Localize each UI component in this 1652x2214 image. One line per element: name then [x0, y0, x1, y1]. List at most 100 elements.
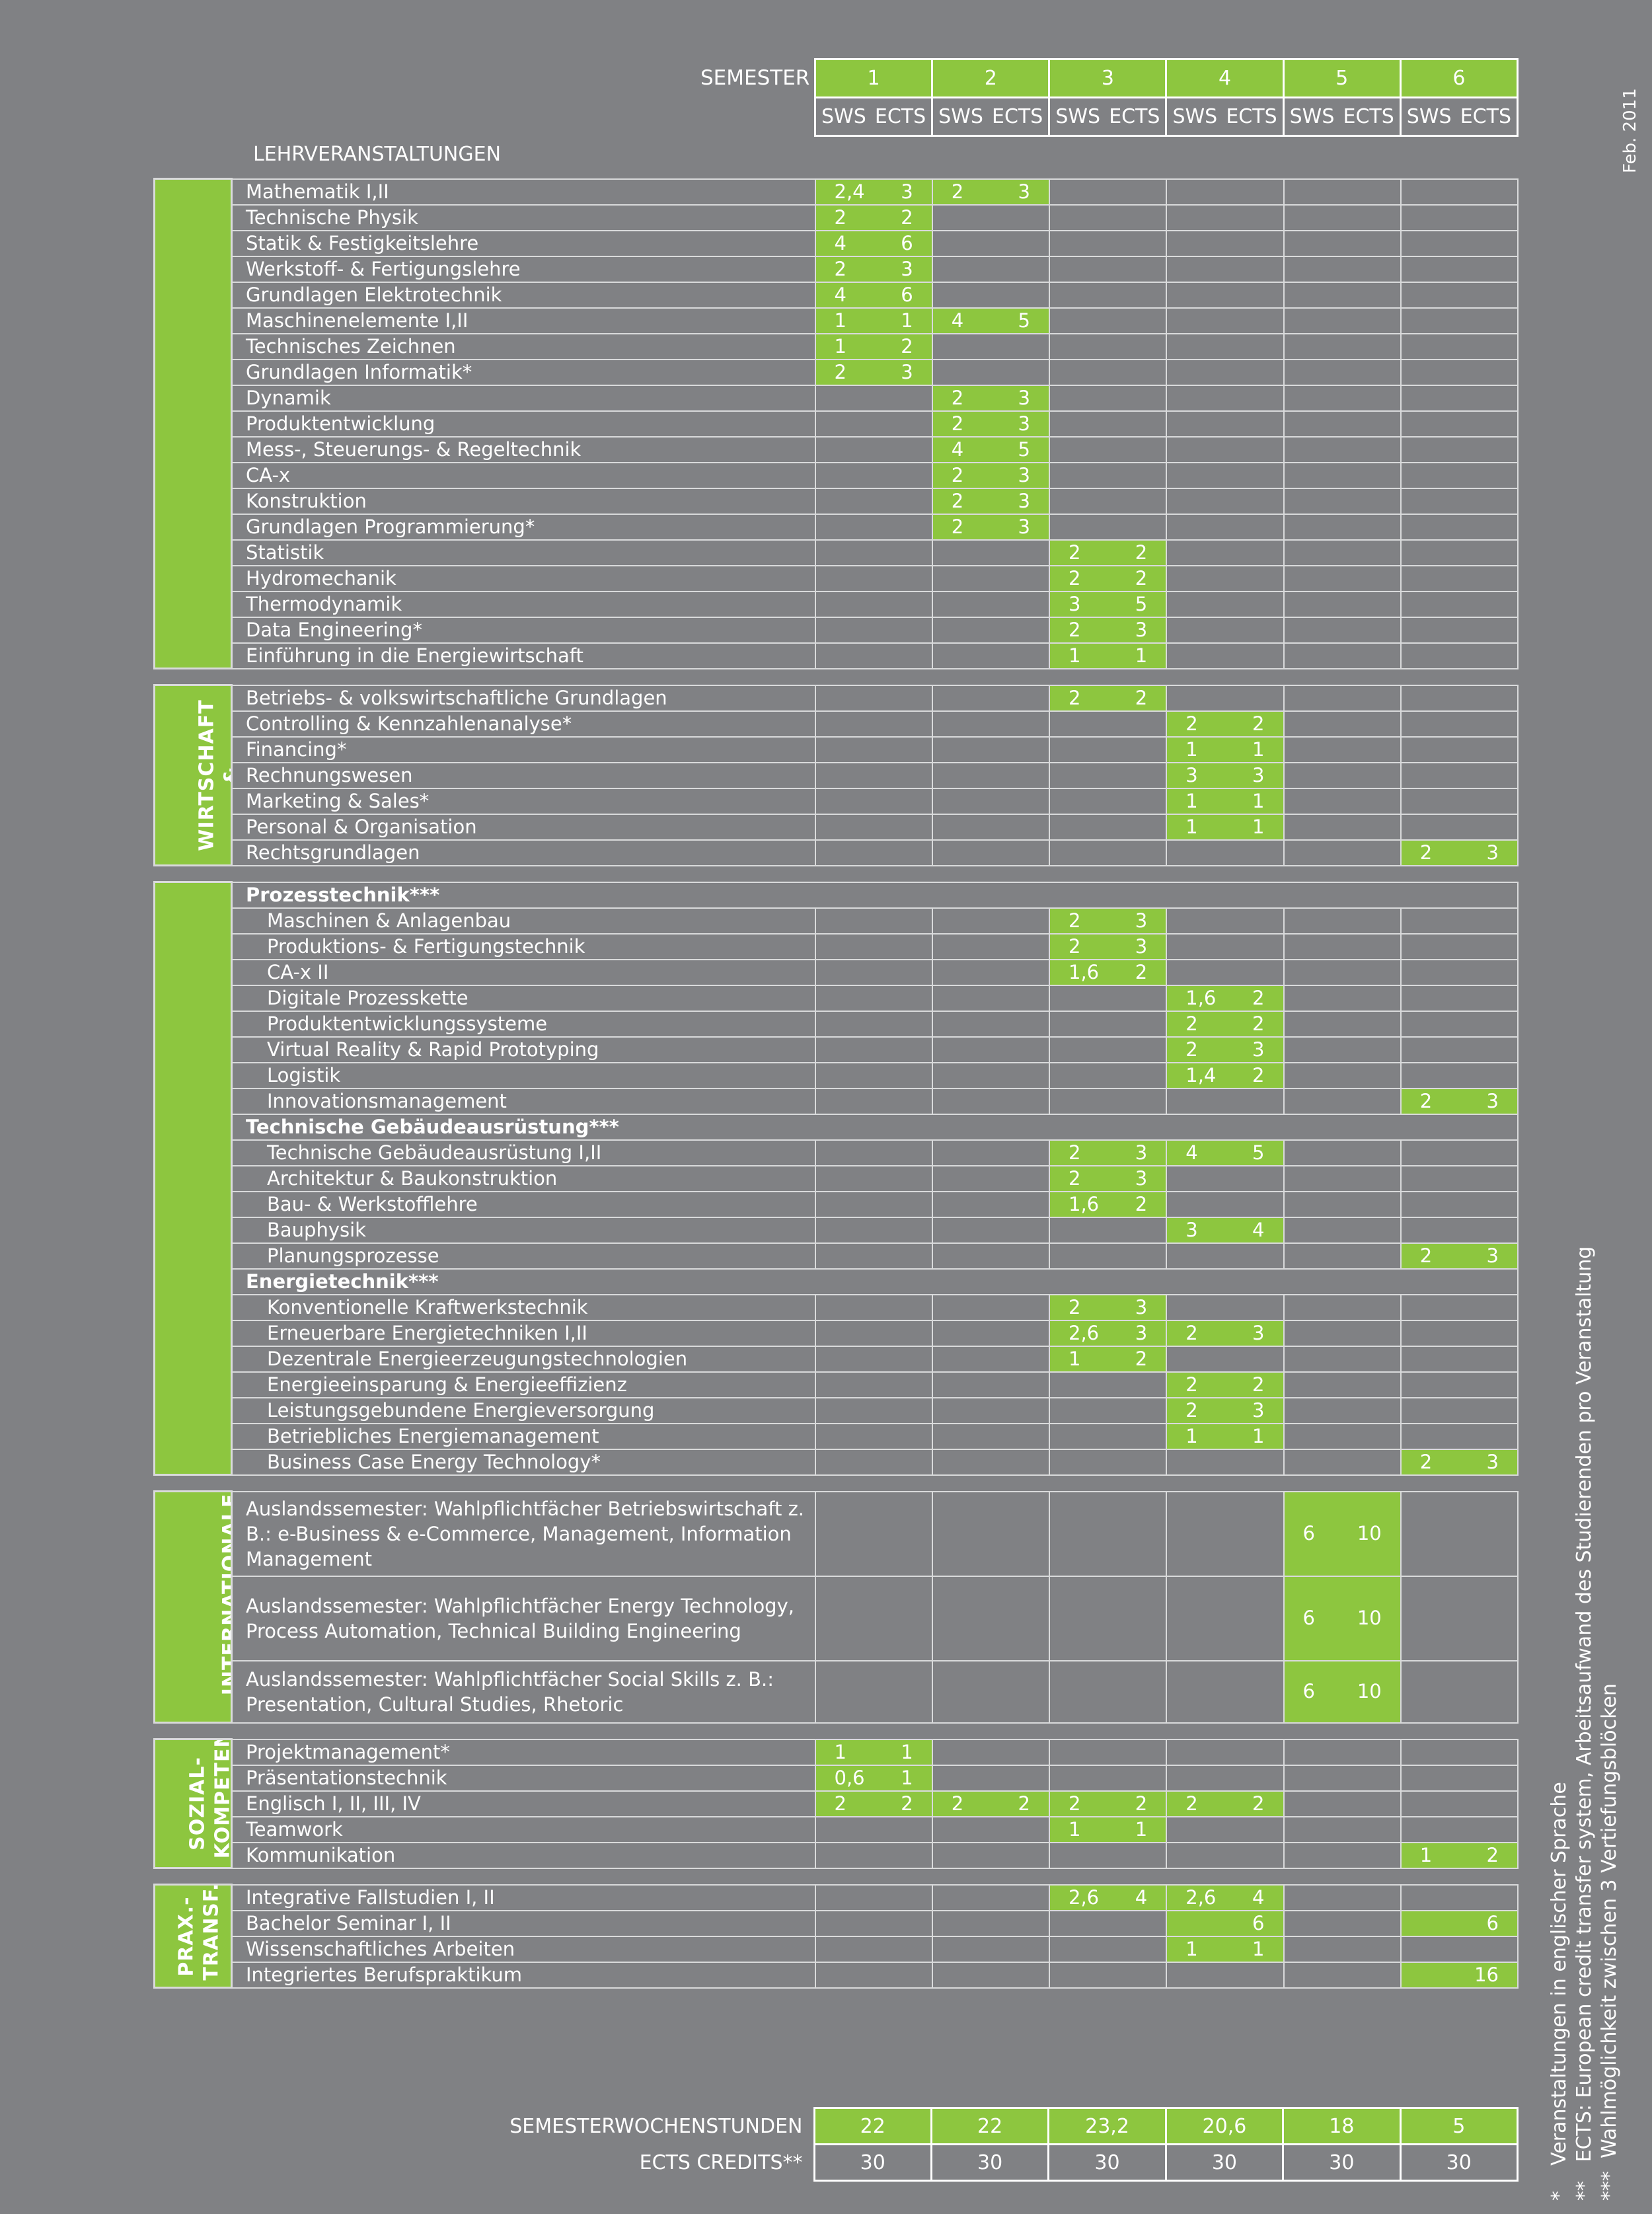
table-row: Thermodynamik 3 5 — [155, 590, 1519, 618]
ects-value: 1 — [901, 1740, 913, 1763]
ects-value: 1 — [1135, 644, 1148, 667]
semester-5-cell — [1283, 1164, 1402, 1192]
course-name: Projektmanagement* — [231, 1738, 816, 1766]
table-row: Grundlagen Elektrotechnik 4 6 — [155, 281, 1519, 309]
semester-5-cell — [1283, 229, 1402, 257]
semester-1-cell — [814, 1371, 933, 1398]
semester-3-cell — [1048, 1764, 1168, 1792]
semester-6-cell — [1400, 1935, 1519, 1963]
semester-4-cell — [1166, 1490, 1285, 1577]
course-name: Hydromechanik — [231, 564, 816, 592]
sws-total-value: 20,6 — [1164, 2107, 1285, 2145]
semester-2-cell — [931, 684, 1051, 712]
sws-value: 4 — [951, 438, 964, 461]
table-row: Maschinen & Anlagenbau 2 3 — [155, 907, 1519, 935]
ects-value: 3 — [1135, 935, 1148, 958]
semester-6-cell — [1400, 1815, 1519, 1843]
semester-4-cell — [1166, 1815, 1285, 1843]
sws-value: 2 — [1069, 1792, 1081, 1815]
semester-2-cell — [931, 1961, 1051, 1989]
semester-1-cell — [814, 410, 933, 438]
semester-1-cell — [814, 1490, 933, 1577]
ects-value: 1 — [1252, 1424, 1265, 1447]
ects-total-value: 30 — [1282, 2143, 1402, 2182]
table-row: Financing* 1 1 — [155, 736, 1519, 763]
semester-5-cell — [1283, 1139, 1402, 1166]
semester-2-cell — [931, 1139, 1051, 1166]
semester-3-cell — [1048, 436, 1168, 463]
table-row: INGENIEURWISSENSCHAFTMathematik I,II2,43… — [153, 178, 1519, 669]
footnote: ** ECTS: European credit transfer system… — [1573, 1246, 1596, 2201]
course-name: Wissenschaftliches Arbeiten — [231, 1935, 816, 1963]
course-name: Dezentrale Energieerzeugungstechnologien — [231, 1345, 816, 1373]
ects-value: 1 — [901, 1766, 913, 1789]
sws-ects-header: SWS ECTS — [1165, 96, 1285, 137]
semester-4-cell: 1,4 2 — [1166, 1061, 1285, 1089]
semester-6-cell — [1400, 907, 1519, 935]
category-label: PRAX.-TRANSF. — [153, 1884, 233, 1989]
sws-value: 2 — [1185, 1373, 1198, 1396]
course-name: Grundlagen Programmierung* — [231, 513, 816, 541]
sws-value: 2 — [1069, 909, 1081, 932]
sws-value: 2 — [951, 386, 964, 409]
table-row: Digitale Prozesskette 1,6 2 — [155, 984, 1519, 1012]
sws-ects-header: SWS ECTS — [813, 96, 934, 137]
ects-value: 6 — [901, 283, 913, 306]
semester-4-cell — [1166, 907, 1285, 935]
semester-1-cell — [814, 1087, 933, 1115]
table-row: Bauphysik 3 4 — [155, 1216, 1519, 1244]
sws-value: 2,6 — [1069, 1321, 1100, 1344]
semester-4-header: 4 — [1165, 58, 1285, 98]
semester-3-cell — [1048, 332, 1168, 360]
semester-6-cell — [1400, 1010, 1519, 1038]
sws-ects-header: SWS ECTS — [1282, 96, 1402, 137]
semester-2-cell — [931, 1242, 1051, 1270]
semester-1-cell — [814, 642, 933, 669]
semester-1-cell — [814, 787, 933, 815]
semester-5-cell — [1283, 1061, 1402, 1089]
semester-2-cell — [931, 616, 1051, 644]
sws-value: 6 — [1302, 1522, 1315, 1545]
table-row: SCHWERPUNKT WAHLPFLICHTFACHProzesstechni… — [153, 881, 1519, 1476]
ects-value: 3 — [1135, 1295, 1148, 1318]
semester-5-cell — [1283, 839, 1402, 866]
semester-2-cell — [931, 1036, 1051, 1063]
sws-value: 2 — [1069, 935, 1081, 958]
sws-value: 2 — [834, 206, 846, 229]
table-row: Leistungsgebundene Energieversorgung 2 3 — [155, 1396, 1519, 1424]
semester-1-cell — [814, 1061, 933, 1089]
semester-5-cell — [1283, 813, 1402, 841]
ects-value: 4 — [1252, 1218, 1265, 1241]
semester-3-cell — [1048, 1396, 1168, 1424]
table-row: Energietechnik*** — [155, 1268, 1519, 1295]
ects-value: 2 — [1135, 1347, 1148, 1370]
semester-5-cell — [1283, 1884, 1402, 1911]
course-name: Teamwork — [231, 1815, 816, 1843]
semester-1-cell — [814, 1293, 933, 1321]
category-name: INTERNATIONALE KOMPETENZ — [219, 1493, 232, 1695]
semester-3-cell — [1048, 839, 1168, 866]
table-row: Wissenschaftliches Arbeiten 1 1 — [155, 1935, 1519, 1963]
table-row: Kommunikation 1 2 — [155, 1841, 1519, 1869]
semester-4-cell — [1166, 281, 1285, 309]
semester-4-cell — [1166, 839, 1285, 866]
semester-1-cell — [814, 1396, 933, 1424]
course-name: Auslandssemester: Wahlpflichtfächer Soci… — [231, 1660, 816, 1724]
semester-5-cell — [1283, 178, 1402, 206]
semester-2-cell — [931, 1884, 1051, 1911]
sws-value: 2 — [951, 489, 964, 512]
semester-4-cell — [1166, 1293, 1285, 1321]
section-heading: Technische Gebäudeausrüstung*** — [231, 1113, 1519, 1141]
course-name: Produktions- & Fertigungstechnik — [231, 933, 816, 960]
